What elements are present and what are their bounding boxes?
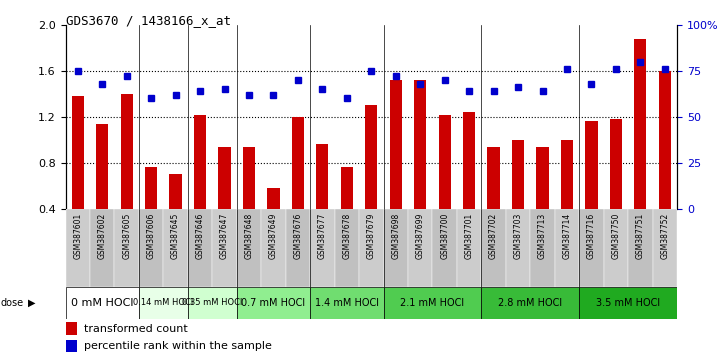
Text: 3.5 mM HOCl: 3.5 mM HOCl [596,298,660,308]
Bar [389,80,402,209]
Text: GSM387645: GSM387645 [171,213,180,259]
Text: GSM387714: GSM387714 [563,213,571,259]
Bar [481,209,506,287]
Text: GSM387678: GSM387678 [342,213,352,259]
Bar [555,209,579,287]
Text: GSM387750: GSM387750 [612,213,620,259]
Text: 0.14 mM HOCl: 0.14 mM HOCl [133,298,194,307]
Bar [384,209,408,287]
Bar [71,96,84,209]
Bar [365,105,377,209]
Text: GSM387606: GSM387606 [146,213,156,259]
Bar [310,287,384,319]
Text: 1.4 mM HOCl: 1.4 mM HOCl [314,298,379,308]
Bar [170,175,182,209]
Bar [537,147,549,209]
Bar [90,209,114,287]
Text: percentile rank within the sample: percentile rank within the sample [84,341,272,351]
Text: GSM387752: GSM387752 [660,213,669,259]
Bar [114,209,139,287]
Bar [432,209,457,287]
Text: GDS3670 / 1438166_x_at: GDS3670 / 1438166_x_at [66,14,231,27]
Bar [438,114,451,209]
Text: GSM387679: GSM387679 [367,213,376,259]
Bar [292,117,304,209]
Text: GSM387700: GSM387700 [440,213,449,259]
Bar [194,114,206,209]
Bar [408,209,432,287]
Bar [188,209,213,287]
Bar [213,209,237,287]
Bar [634,39,646,209]
Text: GSM387751: GSM387751 [636,213,645,259]
Bar [359,209,384,287]
Bar [512,140,524,209]
Bar [579,287,677,319]
Text: GSM387649: GSM387649 [269,213,278,259]
Bar [163,209,188,287]
Text: 0 mM HOCl: 0 mM HOCl [71,298,133,308]
Text: dose: dose [1,298,24,308]
Bar [66,322,76,335]
Text: GSM387601: GSM387601 [74,213,82,259]
Bar [561,140,573,209]
Bar [506,209,530,287]
Text: GSM387648: GSM387648 [245,213,253,259]
Bar [310,209,335,287]
Text: ▶: ▶ [28,298,35,308]
Text: GSM387701: GSM387701 [464,213,474,259]
Bar [579,209,604,287]
Text: GSM387602: GSM387602 [98,213,107,259]
Bar [66,209,90,287]
Text: transformed count: transformed count [84,324,188,333]
Bar [610,119,622,209]
Bar [316,144,328,209]
Bar [335,209,359,287]
Bar [414,80,427,209]
Bar [481,287,579,319]
Text: GSM387676: GSM387676 [293,213,302,259]
Text: GSM387713: GSM387713 [538,213,547,259]
Bar [530,209,555,287]
Bar [488,147,499,209]
Bar [188,287,237,319]
Text: GSM387647: GSM387647 [220,213,229,259]
Bar [384,287,481,319]
Text: GSM387699: GSM387699 [416,213,424,259]
Bar [267,188,280,209]
Bar [604,209,628,287]
Text: GSM387703: GSM387703 [513,213,523,259]
Bar [628,209,652,287]
Bar [659,71,671,209]
Text: GSM387646: GSM387646 [196,213,205,259]
Text: GSM387702: GSM387702 [489,213,498,259]
Bar [341,167,353,209]
Bar [285,209,310,287]
Bar [139,287,188,319]
Bar [145,167,157,209]
Bar [585,121,598,209]
Bar [237,209,261,287]
Bar [139,209,163,287]
Bar [243,147,255,209]
Text: GSM387605: GSM387605 [122,213,131,259]
Bar [218,147,231,209]
Text: GSM387698: GSM387698 [391,213,400,259]
Text: 0.7 mM HOCl: 0.7 mM HOCl [242,298,306,308]
Bar [652,209,677,287]
Bar [237,287,310,319]
Bar [121,94,132,209]
Bar [96,124,108,209]
Text: GSM387677: GSM387677 [318,213,327,259]
Text: GSM387716: GSM387716 [587,213,596,259]
Bar [66,287,139,319]
Bar [457,209,481,287]
Text: 2.1 mM HOCl: 2.1 mM HOCl [400,298,464,308]
Bar [463,112,475,209]
Text: 2.8 mM HOCl: 2.8 mM HOCl [498,298,562,308]
Bar [66,340,76,352]
Text: 0.35 mM HOCl: 0.35 mM HOCl [182,298,242,307]
Bar [261,209,285,287]
